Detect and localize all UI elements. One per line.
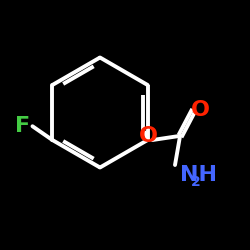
Text: 2: 2 <box>191 176 200 190</box>
Text: NH: NH <box>180 165 217 185</box>
Text: O: O <box>139 126 158 146</box>
Text: O: O <box>190 100 210 120</box>
Text: F: F <box>15 116 30 136</box>
